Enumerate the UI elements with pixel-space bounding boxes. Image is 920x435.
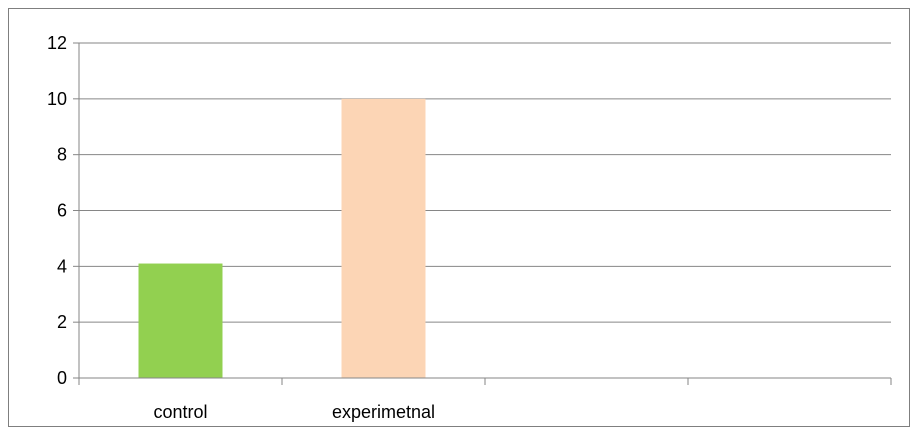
x-axis-ticks bbox=[78, 378, 892, 385]
y-tick-label-2: 2 bbox=[57, 312, 67, 332]
y-tick-label-6: 6 bbox=[57, 201, 67, 221]
y-tick-label-10: 10 bbox=[47, 89, 67, 109]
y-tick-label-4: 4 bbox=[57, 256, 67, 276]
bars bbox=[138, 98, 426, 378]
bar-experimetnal bbox=[341, 98, 426, 378]
x-axis-category-labels: control experimetnal bbox=[153, 402, 435, 422]
y-axis-ticks bbox=[73, 42, 79, 379]
y-tick-label-12: 12 bbox=[47, 33, 67, 53]
y-tick-label-0: 0 bbox=[57, 368, 67, 388]
x-category-label-experimetnal: experimetnal bbox=[332, 402, 435, 422]
y-axis-tick-labels: 0 2 4 6 8 10 12 bbox=[47, 33, 67, 388]
y-tick-label-8: 8 bbox=[57, 145, 67, 165]
x-category-label-control: control bbox=[153, 402, 207, 422]
bar-control bbox=[138, 263, 223, 378]
